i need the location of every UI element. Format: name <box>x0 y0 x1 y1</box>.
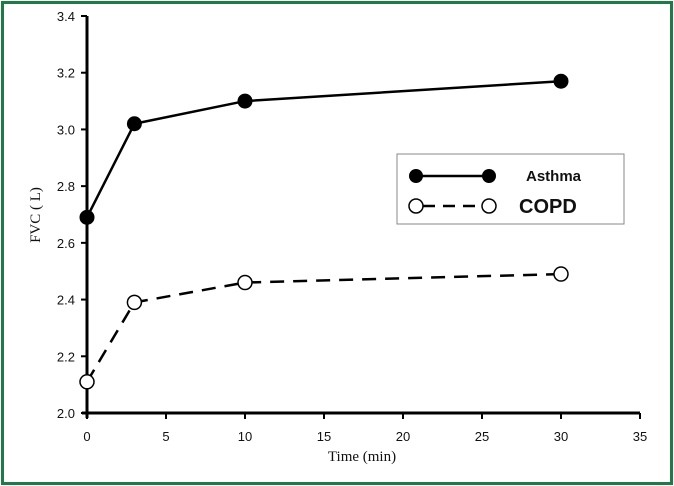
open-circle-marker <box>79 374 95 390</box>
y-tick-label: 2.0 <box>57 406 75 421</box>
legend-box <box>396 153 625 225</box>
axes: 2.0 2.2 2.4 2.6 2.8 3.0 3.2 3.4 0 5 10 15 20 25 30 35 <box>57 9 647 444</box>
x-tick-label: 5 <box>162 429 169 444</box>
y-tick-label: 2.2 <box>57 349 75 364</box>
legend-item-copd: COPD <box>408 196 577 218</box>
open-circle-marker <box>126 294 143 311</box>
y-tick-label: 3.2 <box>57 66 75 81</box>
filled-circle-marker <box>237 93 253 109</box>
y-axis-title: FVC ( L) <box>28 187 44 243</box>
legend-label-asthma: Asthma <box>526 168 582 185</box>
series-asthma <box>79 73 569 225</box>
filled-circle-marker <box>553 73 569 89</box>
open-circle-icon <box>408 198 424 214</box>
x-axis-title: Time (min) <box>328 449 396 465</box>
filled-circle-marker <box>79 209 95 225</box>
x-tick-label: 0 <box>83 429 90 444</box>
x-tick-label: 20 <box>396 429 410 444</box>
y-tick-label: 3.0 <box>57 122 75 137</box>
legend-item-asthma: Asthma <box>409 168 582 185</box>
x-tick-label: 30 <box>554 429 568 444</box>
x-tick-label: 10 <box>238 429 252 444</box>
y-tick-label: 2.4 <box>57 293 75 308</box>
filled-circle-marker <box>126 116 142 132</box>
plot-area <box>79 73 569 390</box>
open-circle-icon <box>481 198 497 214</box>
x-tick-label: 25 <box>475 429 489 444</box>
x-tick-label: 15 <box>317 429 331 444</box>
series-copd <box>79 266 569 390</box>
legend: Asthma COPD <box>396 153 625 225</box>
y-tick-label: 3.4 <box>57 9 75 24</box>
open-circle-marker <box>237 274 253 291</box>
y-tick-label: 2.6 <box>57 236 75 251</box>
filled-circle-icon <box>409 169 423 183</box>
x-tick-label: 35 <box>633 429 647 444</box>
legend-label-copd: COPD <box>519 196 577 218</box>
y-tick-label: 2.8 <box>57 179 75 194</box>
filled-circle-icon <box>482 169 496 183</box>
open-circle-marker <box>553 266 569 282</box>
